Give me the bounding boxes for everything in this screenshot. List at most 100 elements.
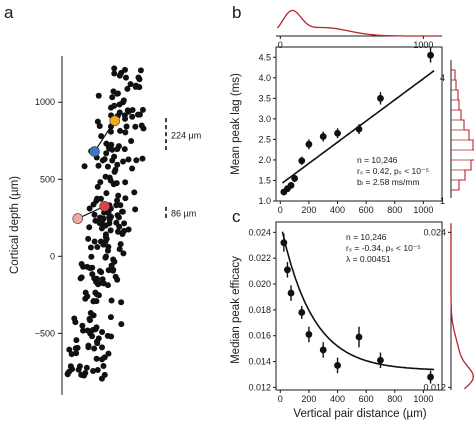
- panel-a-neuron-point: [98, 375, 105, 382]
- panel-a-neuron-point: [104, 163, 111, 170]
- panel-a-y-tick-label: 500: [40, 174, 55, 184]
- panel-c-annotation: rₛ = -0.34, pₛ < 10⁻⁵: [346, 243, 421, 253]
- panel-a-neuron-point: [97, 195, 104, 202]
- panel-a-neuron-point: [95, 281, 102, 288]
- panel-b-y-tick-label: 4.5: [258, 52, 271, 62]
- panel-a-neuron-point: [113, 219, 120, 226]
- panel-c-fit-curve: [281, 231, 435, 371]
- panel-b-x-tick-label: 200: [301, 205, 316, 215]
- panel-a-pair-line: [94, 120, 116, 152]
- panel-a-neuron-point: [91, 238, 98, 245]
- panel-c-fit-path: [281, 231, 435, 371]
- panel-a-neuron-point: [94, 340, 101, 347]
- panel-a-neuron-point: [131, 189, 138, 196]
- panel-a-neuron-point: [125, 226, 132, 233]
- panel-a-neuron-point: [136, 76, 143, 83]
- panel-b-data-point: [291, 175, 299, 182]
- panel-a-neuron-point: [93, 324, 100, 331]
- panel-c-y-tick-label: 0.022: [248, 253, 271, 263]
- panel-a-neuron-point: [125, 156, 132, 163]
- panel-a-neuron-point: [90, 368, 97, 375]
- panel-a-neuron-point: [95, 92, 102, 99]
- panel-b-top-marginal-tick-label: 0: [278, 40, 283, 50]
- panel-a-neuron-point: [91, 211, 98, 218]
- panel-a-neuron-point: [99, 328, 106, 335]
- panel-a-y-tick-label: 1000: [35, 97, 55, 107]
- panel-a-neuron-point: [108, 297, 115, 304]
- panel-a-neuron-point: [103, 253, 110, 260]
- panel-a-neuron-point: [129, 165, 136, 172]
- panel-a-neuron-point: [97, 214, 104, 221]
- panel-a-neuron-point: [103, 150, 110, 157]
- panel-a-neuron-point: [114, 161, 121, 168]
- panel-a-neuron-point: [82, 295, 89, 302]
- panel-a-neuron-point: [86, 205, 93, 212]
- panel-b-ticks: 0 200 400 600 800 1000 1.0 1.5 2.0 2.5 3.0 3.5 4.0 4.…: [258, 52, 433, 215]
- panel-a-neuron-point: [104, 282, 111, 289]
- panel-a-neuron-point: [107, 314, 114, 321]
- panel-a-neuron-point: [137, 67, 144, 74]
- panel-a-neuron-point: [132, 123, 139, 130]
- panel-a-neuron-point: [123, 123, 130, 130]
- panel-b-annotation: n = 10,246: [357, 155, 398, 165]
- panel-a-neuron-point: [97, 179, 104, 186]
- panel-b-x-tick-label: 400: [330, 205, 345, 215]
- panel-a-neuron-point: [76, 363, 83, 370]
- panel-a-neuron-point: [111, 168, 118, 175]
- panel-a-neuron-point: [139, 155, 146, 162]
- panel-b-x-tick-label: 800: [387, 205, 402, 215]
- panel-b-data-point: [377, 94, 384, 102]
- panel-a-neuron-point: [115, 143, 122, 150]
- panel-b-plot-frame: [275, 46, 443, 202]
- panel-b-top-marginal: 0 1000: [276, 9, 442, 50]
- panel-a-neuron-point: [89, 271, 96, 278]
- panel-a-scale-bars: 224 µm 86 µm: [165, 118, 201, 221]
- panel-c-x-axis-title: Vertical pair distance (µm): [293, 408, 426, 420]
- panel-c-y-tick-label: 0.024: [248, 227, 271, 237]
- panel-a-neuron-point: [87, 244, 94, 251]
- panel-a-neuron-point: [104, 247, 111, 254]
- panel-b-x-tick-label: 1000: [413, 205, 433, 215]
- panel-a-neuron-point: [77, 275, 84, 282]
- panel-c-right-marginal: 0.024 0.012: [423, 223, 474, 392]
- panel-a-neuron-point: [80, 263, 87, 270]
- panel-c-x-tick-label: 200: [301, 394, 316, 404]
- panel-a-neuron-point: [86, 224, 93, 231]
- panel-a-neuron-point: [122, 179, 129, 186]
- panel-b-x-tick-label: 0: [278, 205, 283, 215]
- panel-a-y-axis-title: Cortical depth (µm): [9, 176, 21, 274]
- panel-a-neuron-point: [97, 238, 104, 245]
- panel-a-neuron-point: [122, 195, 129, 202]
- panel-c-y-tick-label: 0.014: [248, 357, 271, 367]
- panel-b-y-axis-title: Mean peak lag (ms): [230, 73, 242, 175]
- panel-c-data-point: [319, 346, 327, 354]
- panel-b-annotation: rₛ = 0.42, pₛ < 10⁻⁵: [357, 166, 429, 176]
- panel-a-neuron-point: [95, 335, 102, 342]
- panel-a-neuron-point: [90, 298, 97, 305]
- panel-b-right-marginal-tick-label: 1: [440, 196, 445, 206]
- panel-c-y-tick-label: 0.018: [248, 305, 271, 315]
- panel-b-y-tick-label: 4.0: [258, 73, 271, 83]
- panel-a-neuron-point: [110, 256, 117, 263]
- panel-a-neuron-point: [132, 206, 139, 213]
- panel-a-neuron-point: [64, 370, 71, 377]
- panel-a-neuron-point: [107, 128, 114, 135]
- panel-a-neuron-point: [94, 118, 101, 125]
- panel-a-neuron-point: [117, 202, 124, 209]
- panel-a-neuron-point: [94, 366, 101, 373]
- panel-a-neuron-point: [73, 350, 80, 357]
- panel-c-annotation: λ = 0.00451: [346, 254, 391, 264]
- panel-c-data-point: [305, 331, 313, 338]
- panel-a-neuron-point: [115, 192, 122, 199]
- panel-a-neuron-point: [83, 364, 90, 371]
- panel-c-data-point: [284, 266, 291, 274]
- panel-a-neuron-point: [81, 372, 88, 379]
- panel-b-data-point: [427, 51, 434, 59]
- panel-a-neuron-point: [116, 246, 123, 253]
- panel-a-neuron-point: [111, 65, 118, 72]
- panel-a-highlighted-cells: [72, 115, 121, 224]
- panel-letter-b: b: [232, 3, 241, 22]
